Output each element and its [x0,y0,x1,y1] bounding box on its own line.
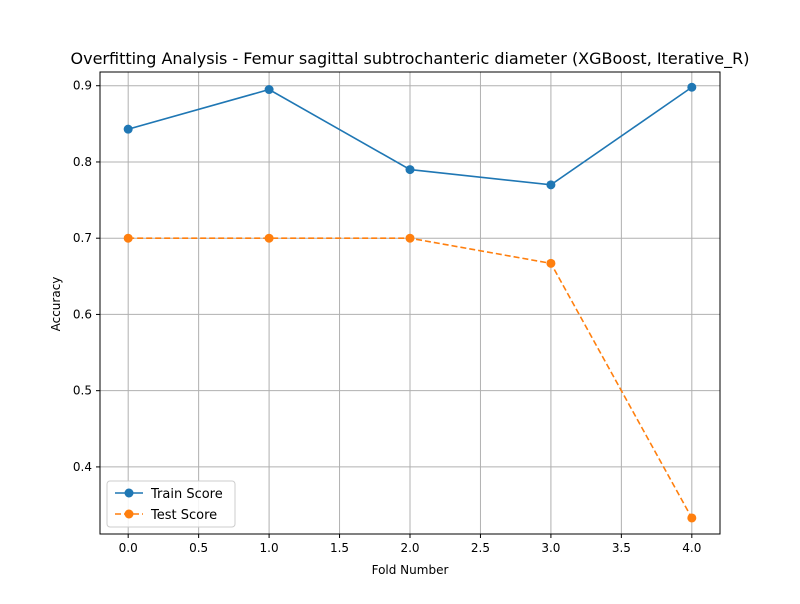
y-tick-label: 0.9 [73,79,92,93]
legend-label: Test Score [150,508,217,523]
series-train-score [123,82,697,190]
y-axis-ticks: 0.4 0.5 0.6 0.7 0.8 0.9 [73,79,100,474]
x-tick-label: 1.0 [260,541,279,555]
legend-label: Train Score [150,487,223,502]
chart-title: Overfitting Analysis - Femur sagittal su… [71,49,750,69]
y-tick-label: 0.4 [73,460,92,474]
y-tick-label: 0.8 [73,155,92,169]
data-point [123,233,133,243]
legend-marker [124,509,134,519]
y-tick-label: 0.7 [73,231,92,245]
y-tick-label: 0.5 [73,384,92,398]
y-tick-label: 0.6 [73,307,92,321]
x-tick-label: 3.5 [612,541,631,555]
data-point [687,513,697,523]
series-layer [123,82,697,523]
x-tick-label: 4.0 [682,541,701,555]
legend-item: Train Score [115,487,223,502]
x-axis-ticks: 0.0 0.5 1.0 1.5 2.0 2.5 3.0 3.5 4.0 [119,534,701,555]
x-tick-label: 3.0 [541,541,560,555]
grid-lines [100,72,720,534]
x-tick-label: 2.5 [471,541,490,555]
legend-marker [124,488,134,498]
series-test-score [123,233,697,523]
data-point [405,233,415,243]
data-point [264,85,274,95]
legend-item: Test Score [115,508,217,523]
data-point [546,258,556,268]
x-tick-label: 0.0 [119,541,138,555]
data-point [264,233,274,243]
legend: Train Score Test Score [106,480,236,528]
data-point [546,180,556,190]
y-axis-label: Accuracy [49,277,63,332]
data-point [123,124,133,134]
x-tick-label: 0.5 [189,541,208,555]
data-point [405,165,415,175]
data-point [687,82,697,92]
x-axis-label: Fold Number [372,563,449,577]
x-tick-label: 2.0 [400,541,419,555]
x-tick-label: 1.5 [330,541,349,555]
plot-frame [99,71,721,535]
